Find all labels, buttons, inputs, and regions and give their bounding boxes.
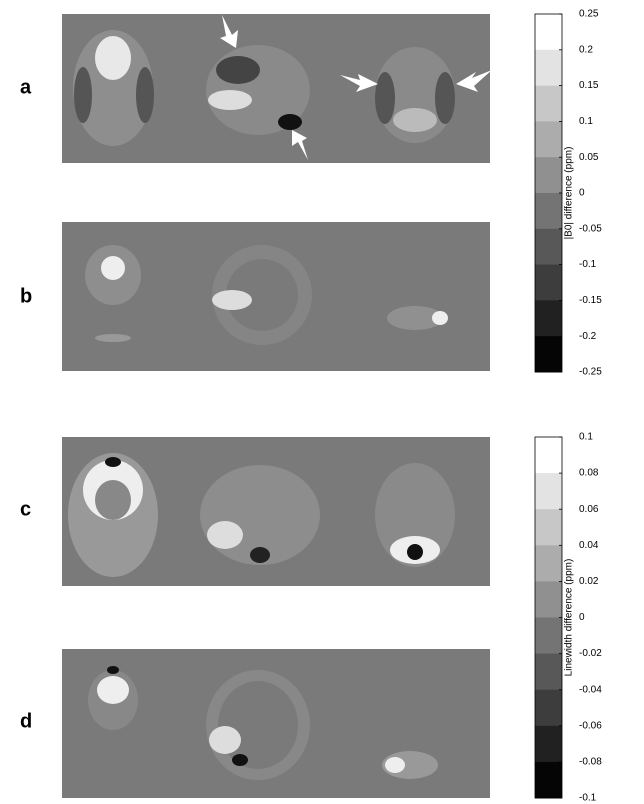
- colorbar-tick-label: -0.1: [579, 793, 597, 804]
- colorbar-tick-label: -0.04: [579, 684, 602, 695]
- colorbar-tick-label: 0.2: [579, 44, 593, 55]
- colorbar-tick-label: -0.06: [579, 720, 602, 731]
- colorbar-tick-label: 0.04: [579, 540, 599, 551]
- colorbar-label: Linewidth difference (ppm): [564, 559, 575, 677]
- colorbar-tick-label: 0.1: [579, 432, 593, 443]
- colorbar-tick-label: -0.2: [579, 331, 597, 342]
- colorbar-tick-label: -0.15: [579, 295, 602, 306]
- colorbar-step: [535, 725, 562, 763]
- colorbar-step: [535, 336, 562, 373]
- colorbar-step: [535, 545, 562, 582]
- colorbar-step: [535, 437, 562, 474]
- colorbar-tick-label: 0.06: [579, 504, 599, 515]
- panel-label: a: [20, 76, 32, 98]
- colorbar-tick-label: 0: [579, 612, 585, 623]
- colorbar-step: [535, 49, 562, 87]
- colorbar-label: |B0| difference (ppm): [564, 147, 575, 240]
- colorbar-tick-label: 0.02: [579, 576, 599, 587]
- colorbar-step: [535, 264, 562, 301]
- colorbar-step: [535, 653, 562, 691]
- panel-label: b: [20, 285, 32, 307]
- colorbar-step: [535, 509, 562, 546]
- colorbar-step: [535, 228, 562, 266]
- colorbar-step: [535, 121, 562, 158]
- colorbar-tick-label: -0.25: [579, 367, 602, 378]
- panel-b-images: [62, 222, 490, 371]
- panel-a-images: [62, 14, 492, 163]
- colorbar-step: [535, 193, 562, 230]
- colorbar-tick-label: 0.25: [579, 9, 599, 20]
- colorbar-step: [535, 85, 562, 122]
- panel-c-images: [62, 437, 490, 586]
- colorbar-tick-label: 0.15: [579, 80, 599, 91]
- colorbar-tick-label: 0: [579, 188, 585, 199]
- colorbar-step: [535, 761, 562, 799]
- colorbar-step: [535, 473, 562, 510]
- colorbar-tick-label: -0.02: [579, 648, 602, 659]
- panel-label: c: [20, 498, 31, 520]
- colorbar-tick-label: 0.05: [579, 152, 599, 163]
- panel-d-images: [62, 649, 490, 798]
- colorbar-step: [535, 581, 562, 618]
- colorbar-step: [535, 617, 562, 655]
- panel-label: d: [20, 710, 32, 732]
- colorbar-tick-label: -0.1: [579, 259, 597, 270]
- colorbar-step: [535, 300, 562, 337]
- colorbar-tick-label: -0.05: [579, 223, 602, 234]
- colorbar-tick-label: -0.08: [579, 757, 602, 768]
- colorbar-step: [535, 14, 562, 51]
- colorbar-step: [535, 689, 562, 727]
- colorbar-tick-label: 0.08: [579, 468, 599, 479]
- colorbar-tick-label: 0.1: [579, 116, 593, 127]
- colorbar-step: [535, 157, 562, 194]
